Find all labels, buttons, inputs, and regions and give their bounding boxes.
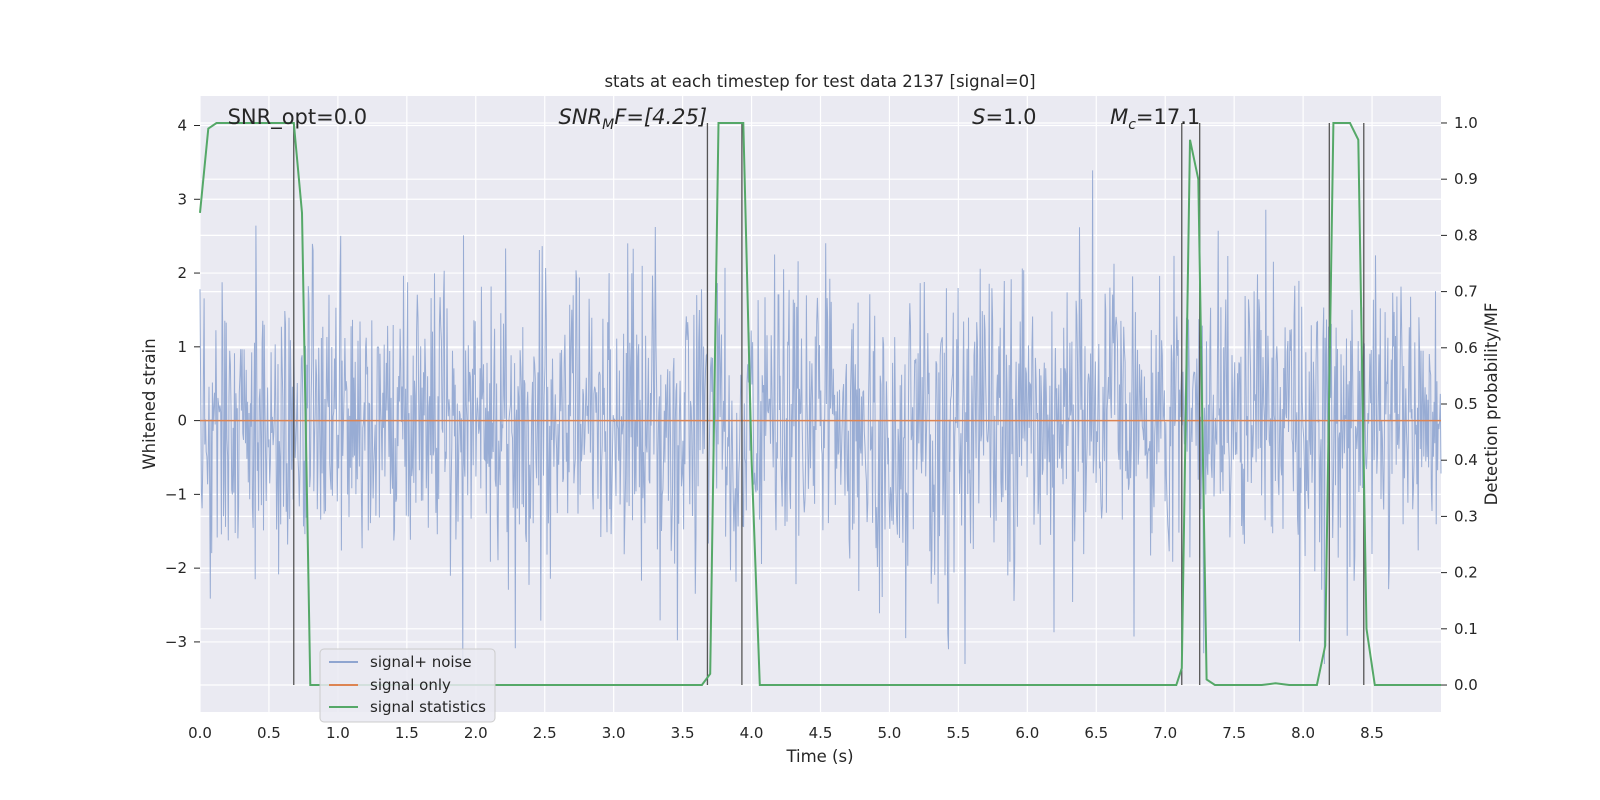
x-tick-label: 6.0 [1015,724,1039,742]
x-tick-label: 8.5 [1360,724,1384,742]
legend-label-stats: signal statistics [370,698,486,716]
x-tick-label: 7.0 [1153,724,1177,742]
legend-label-noise: signal+ noise [370,653,472,671]
x-tick-label: 6.5 [1084,724,1108,742]
annotation-s-value: S=1.0 [972,105,1036,129]
noise-line [199,170,1442,665]
annotations: SNR_opt=0.0 SNRMF=[4.25] S=1.0 Mc=17.1 [228,105,1201,133]
y2-tick-label: 0.8 [1454,226,1478,244]
y-tick-label: 1 [177,338,187,356]
x-tick-label: 8.0 [1291,724,1315,742]
statistics-series [199,122,1441,686]
x-tick-label: 3.5 [671,724,695,742]
y2-tick-label: 0.9 [1454,170,1478,188]
annotation-chirp-mass: Mc=17.1 [1110,105,1200,133]
legend-label-signal: signal only [370,676,451,694]
y2-tick-label: 0.3 [1454,507,1478,525]
x-tick-label: 4.5 [809,724,833,742]
y-tick-label: 0 [177,412,187,430]
statistics-line [199,122,1441,686]
y-tick-label: −1 [165,485,187,503]
y2-tick-label: 0.7 [1454,283,1478,301]
y2-tick-label: 0.5 [1454,395,1478,413]
y-tick-label: 2 [177,264,187,282]
x-tick-label: 2.0 [464,724,488,742]
x-axis-label: Time (s) [785,747,853,766]
y2-tick-label: 1.0 [1454,114,1478,132]
x-tick-label: 1.0 [326,724,350,742]
x-tick-label: 0.0 [188,724,212,742]
annotation-snr-opt: SNR_opt=0.0 [228,105,368,130]
y2-tick-label: 0.2 [1454,564,1478,582]
x-axis: 0.0 0.5 1.0 1.5 2.0 2.5 3.0 3.5 4.0 4.5 5.0 5.5 6.0 6… [188,724,1384,742]
chart-title: stats at each timestep for test data 213… [604,72,1035,91]
y2-tick-label: 0.0 [1454,676,1478,694]
noise-series [199,170,1442,665]
x-tick-label: 5.0 [878,724,902,742]
y-axis-right: 0.0 0.1 0.2 0.3 0.4 0.5 0.6 0.7 0.8 0.9 1.0 [1441,114,1478,694]
y-axis-label: Whitened strain [140,338,159,469]
x-tick-label: 0.5 [257,724,281,742]
legend: signal+ noise signal only signal statist… [319,648,496,723]
y-axis-left: −3 −2 −1 0 1 2 3 4 [165,117,200,651]
x-tick-label: 4.0 [740,724,764,742]
y-tick-label: −3 [165,633,187,651]
x-tick-label: 1.5 [395,724,419,742]
x-tick-label: 5.5 [946,724,970,742]
y2-tick-label: 0.6 [1454,339,1478,357]
y-tick-label: 3 [177,190,187,208]
x-tick-label: 2.5 [533,724,557,742]
y2-tick-label: 0.4 [1454,451,1478,469]
y2-tick-label: 0.1 [1454,620,1478,638]
y-tick-label: 4 [177,117,187,135]
x-tick-label: 3.0 [602,724,626,742]
x-tick-label: 7.5 [1222,724,1246,742]
annotation-snr-mf: SNRMF=[4.25] [559,105,708,133]
y2-axis-label: Detection probability/MF [1482,303,1501,506]
y-tick-label: −2 [165,559,187,577]
legend-box [319,648,496,723]
